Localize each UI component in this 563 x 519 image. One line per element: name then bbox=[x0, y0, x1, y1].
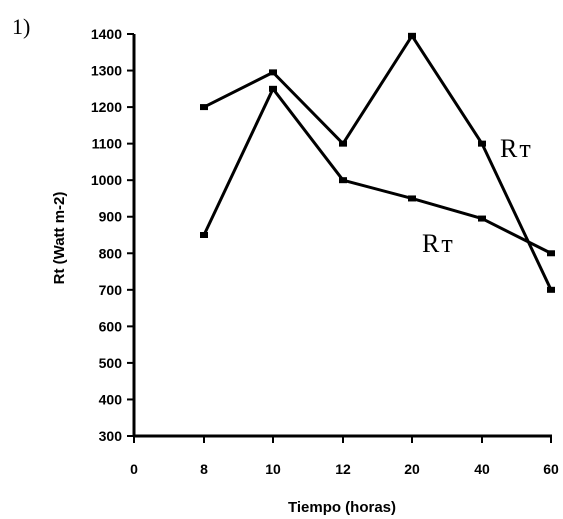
y-tick-label: 700 bbox=[99, 282, 123, 298]
panel-label: 1) bbox=[12, 14, 30, 39]
series-1-point bbox=[200, 104, 208, 111]
series-2-point bbox=[200, 232, 208, 238]
y-axis-ticks: 300 400 500 600 700 800 900 1000 1100 1200 1300 140… bbox=[91, 26, 134, 444]
x-tick-label: 60 bbox=[543, 461, 559, 477]
y-tick-label: 1100 bbox=[92, 136, 123, 152]
series-1-label: Rт bbox=[500, 134, 533, 163]
series-2-label: Rт bbox=[422, 229, 455, 258]
y-axis-label: Rt (Watt m-2) bbox=[51, 192, 68, 285]
y-tick-label: 600 bbox=[99, 318, 123, 334]
series-layer bbox=[200, 32, 555, 293]
series-2-line bbox=[202, 87, 552, 255]
y-tick-label: 500 bbox=[99, 355, 123, 371]
series-2-point bbox=[339, 177, 347, 184]
y-tick-label: 1200 bbox=[91, 99, 122, 115]
x-tick-label: 0 bbox=[130, 461, 138, 477]
y-tick-label: 800 bbox=[99, 245, 123, 261]
y-tick-label: 1300 bbox=[91, 63, 122, 79]
x-tick-label: 8 bbox=[200, 461, 208, 477]
series-1-point bbox=[408, 32, 416, 39]
series-2-point bbox=[269, 85, 277, 92]
y-tick-label: 400 bbox=[99, 391, 123, 407]
series-2-point bbox=[478, 215, 486, 222]
x-tick-label: 12 bbox=[335, 461, 351, 477]
series-1-point bbox=[269, 69, 277, 76]
x-axis-ticks: 0 8 10 12 20 40 60 bbox=[130, 436, 559, 477]
y-tick-label: 900 bbox=[99, 209, 123, 225]
series-1-point bbox=[478, 140, 486, 147]
series-2-point bbox=[547, 250, 555, 257]
y-tick-label: 1400 bbox=[91, 26, 122, 42]
x-tick-label: 40 bbox=[474, 461, 490, 477]
series-2-point bbox=[408, 195, 416, 202]
series-1-point bbox=[547, 286, 555, 293]
x-tick-label: 10 bbox=[265, 461, 281, 477]
y-tick-label: 300 bbox=[99, 428, 123, 444]
series-1-point bbox=[339, 140, 347, 147]
x-axis-label: Tiempo (horas) bbox=[288, 499, 396, 516]
x-tick-label: 20 bbox=[404, 461, 420, 477]
series-1-line bbox=[203, 34, 553, 291]
y-tick-label: 1000 bbox=[91, 172, 122, 188]
